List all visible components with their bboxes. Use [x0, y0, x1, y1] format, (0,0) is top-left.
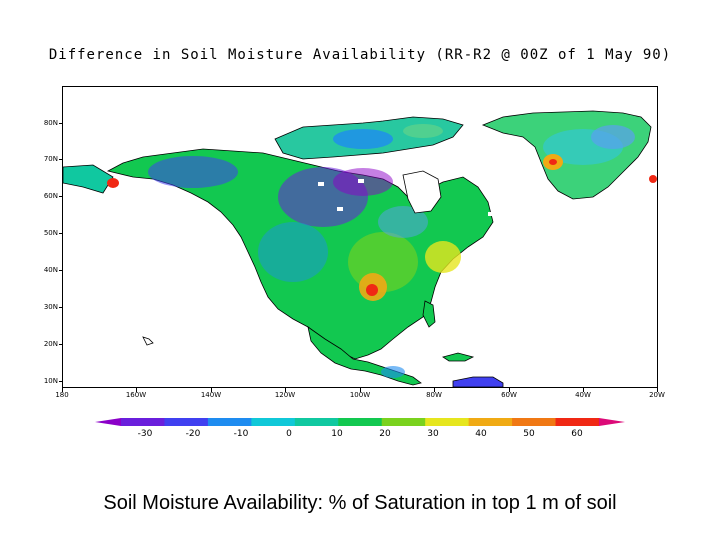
hawaii [142, 336, 154, 346]
lon-label: 160W [125, 391, 147, 399]
lon-tick [360, 388, 361, 392]
lat-label: 50N [43, 229, 58, 237]
lat-tick [59, 381, 63, 382]
colorbar-arrow-left [95, 418, 121, 426]
north-america [106, 148, 494, 360]
lat-label: 80N [43, 119, 58, 127]
lon-tick [509, 388, 510, 392]
caption: Soil Moisture Availability: % of Saturat… [103, 492, 617, 514]
lon-label: 120W [274, 391, 296, 399]
hudson-bay [402, 170, 442, 214]
lat-tick [59, 344, 63, 345]
lat-tick [59, 123, 63, 124]
colorbar-segments [95, 418, 625, 426]
lat-label: 10N [43, 377, 58, 385]
colorbar-segment [251, 418, 296, 426]
lat-label: 60N [43, 192, 58, 200]
colorbar [95, 418, 625, 426]
lon-tick [136, 388, 137, 392]
soil-moisture-map [63, 110, 657, 387]
colorbar-tick-label: 30 [427, 429, 439, 439]
colorbar-segment [164, 418, 209, 426]
lon-tick [583, 388, 584, 392]
lat-label: 30N [43, 303, 58, 311]
colorbar-segment [121, 418, 165, 426]
lon-label: 80W [426, 391, 442, 399]
south-america-edge [452, 376, 504, 387]
lon-label: 180 [55, 391, 69, 399]
lat-tick [59, 270, 63, 271]
lat-tick [59, 196, 63, 197]
lon-tick [657, 388, 658, 392]
colorbar-segment [425, 418, 470, 426]
colorbar-tick-label: -30 [137, 429, 153, 439]
colorbar-segment [207, 418, 252, 426]
colorbar-tick-label: 20 [379, 429, 391, 439]
lon-label: 140W [200, 391, 222, 399]
lat-tick [59, 307, 63, 308]
colorbar-segment [555, 418, 600, 426]
colorbar-tick-label: 10 [331, 429, 343, 439]
lon-tick [434, 388, 435, 392]
colorbar-tick-label: 40 [475, 429, 487, 439]
lat-label: 20N [43, 340, 58, 348]
lon-tick [62, 388, 63, 392]
lon-label: 100W [349, 391, 371, 399]
colorbar-segment [338, 418, 383, 426]
lon-label: 40W [575, 391, 591, 399]
lat-label: 70N [43, 155, 58, 163]
colorbar-segment [512, 418, 557, 426]
caribbean-islands [442, 352, 475, 362]
lat-tick [59, 159, 63, 160]
map-title: Difference in Soil Moisture Availability… [48, 47, 672, 63]
colorbar-segment [381, 418, 426, 426]
colorbar-tick-label: -20 [185, 429, 201, 439]
florida [422, 300, 436, 328]
colorbar-tick-label: -10 [233, 429, 249, 439]
colorbar-segment [294, 418, 339, 426]
colorbar-tick-label: 0 [286, 429, 292, 439]
colorbar-tick-label: 50 [523, 429, 535, 439]
map-frame [62, 86, 658, 388]
lon-tick [285, 388, 286, 392]
lon-label: 20W [649, 391, 665, 399]
lon-tick [211, 388, 212, 392]
colorbar-segment [468, 418, 513, 426]
lon-label: 60W [501, 391, 517, 399]
lat-label: 40N [43, 266, 58, 274]
alaska-tip [63, 164, 114, 194]
colorbar-tick-label: 60 [571, 429, 583, 439]
lat-tick [59, 233, 63, 234]
colorbar-arrow-right [599, 418, 625, 426]
